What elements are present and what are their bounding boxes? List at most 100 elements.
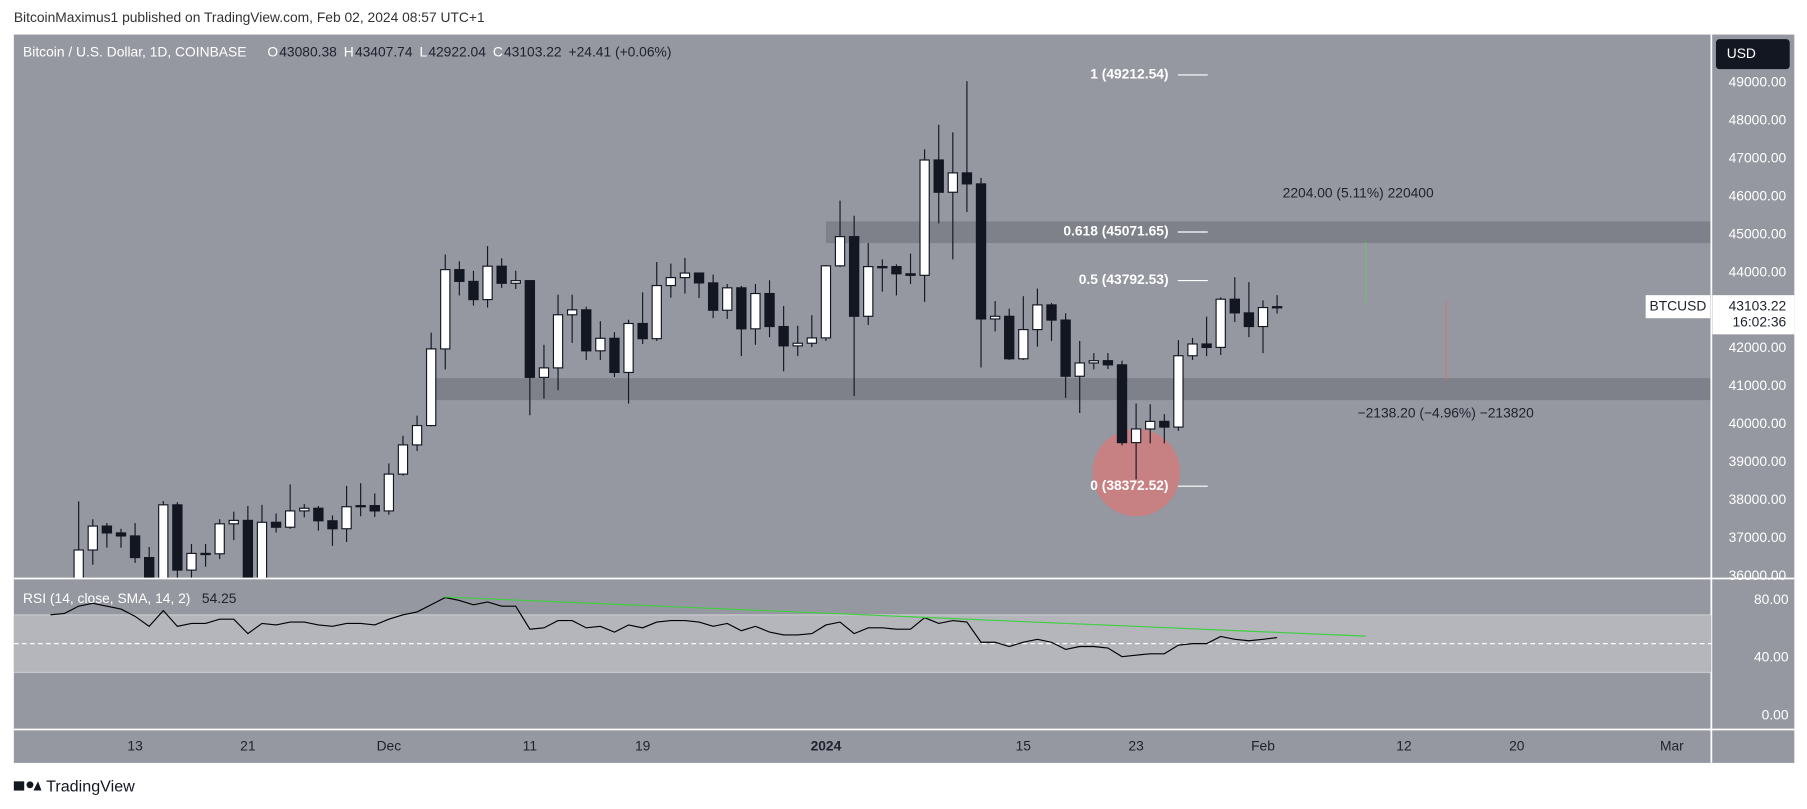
candle-body bbox=[722, 287, 733, 311]
candle-body bbox=[327, 520, 338, 530]
candle-body bbox=[397, 444, 409, 475]
candle-body bbox=[538, 367, 550, 378]
ohlc-key: H bbox=[344, 44, 354, 60]
y-tick-label: 39000.00 bbox=[1729, 453, 1787, 469]
candle-body bbox=[524, 280, 536, 378]
fib-level-label: 0 (38372.52) bbox=[1090, 477, 1168, 493]
x-tick-label: 20 bbox=[1509, 737, 1525, 753]
support-resistance-zone bbox=[431, 378, 1712, 401]
y-tick-label: 48000.00 bbox=[1729, 112, 1787, 128]
candle-body bbox=[510, 280, 521, 284]
candle-body bbox=[369, 505, 380, 512]
candle-body bbox=[482, 265, 493, 301]
candle-body bbox=[1243, 312, 1255, 328]
x-tick-label: 13 bbox=[127, 737, 143, 753]
candle-body bbox=[299, 507, 310, 512]
price-tag-countdown: 16:02:36 bbox=[1732, 313, 1786, 329]
x-tick-label: 11 bbox=[523, 737, 537, 753]
fib-level-label: 0.5 (43792.53) bbox=[1079, 271, 1169, 287]
y-tick-label: 38000.00 bbox=[1729, 491, 1787, 507]
y-tick-label: 42000.00 bbox=[1729, 339, 1787, 355]
fib-level-label: 0.618 (45071.65) bbox=[1063, 223, 1168, 239]
rsi-tick-label: 80.00 bbox=[1754, 591, 1789, 607]
candle-body bbox=[341, 506, 352, 530]
candle-body bbox=[1271, 306, 1283, 309]
candle-body bbox=[73, 549, 84, 579]
ohlc-value: 43103.22 bbox=[504, 44, 562, 60]
x-tick-label: Dec bbox=[377, 737, 402, 753]
rsi-trendline bbox=[443, 596, 1366, 637]
candle-body bbox=[115, 532, 127, 537]
candle-body bbox=[566, 309, 578, 316]
publisher-header: BitcoinMaximus1 published on TradingView… bbox=[14, 9, 485, 25]
y-tick-label: 36000.00 bbox=[1729, 567, 1787, 583]
rsi-last-value: 54.25 bbox=[202, 590, 237, 606]
candle-body bbox=[933, 159, 944, 193]
tradingview-logo bbox=[13, 781, 42, 791]
candle-body bbox=[1088, 360, 1099, 364]
candle-body bbox=[820, 265, 832, 339]
candle-body bbox=[256, 521, 268, 579]
candle-body bbox=[186, 552, 197, 571]
symbol-tag-label: BTCUSD bbox=[1650, 297, 1707, 313]
ohlc-key: C bbox=[493, 44, 503, 60]
candle-body bbox=[101, 525, 113, 534]
candle-body bbox=[87, 525, 98, 551]
candle-body bbox=[355, 505, 366, 508]
candle-body bbox=[792, 342, 803, 347]
price-tag bbox=[1712, 295, 1795, 335]
candle-body bbox=[1060, 319, 1071, 377]
y-tick-label: 47000.00 bbox=[1729, 150, 1787, 166]
rsi-tick-label: 40.00 bbox=[1754, 649, 1789, 665]
candle-body bbox=[200, 552, 211, 556]
candle-body bbox=[129, 535, 141, 559]
ohlc-value: 43080.38 bbox=[279, 44, 337, 60]
candle-body bbox=[1215, 298, 1226, 348]
candle-body bbox=[1201, 343, 1212, 348]
candle-body bbox=[158, 504, 169, 579]
x-tick-label: 21 bbox=[240, 737, 255, 753]
candle-body bbox=[665, 277, 677, 287]
y-tick-label: 49000.00 bbox=[1729, 74, 1787, 90]
y-tick-label: 45000.00 bbox=[1729, 225, 1787, 241]
candle-body bbox=[609, 337, 620, 374]
candle-body bbox=[750, 292, 761, 330]
ohlc-value: 43407.74 bbox=[355, 44, 413, 60]
candle-body bbox=[454, 269, 465, 282]
candle-body bbox=[1187, 343, 1198, 357]
candle-body bbox=[552, 314, 564, 369]
price-tag-value: 43103.22 bbox=[1729, 297, 1787, 313]
candle-body bbox=[496, 265, 507, 284]
fib-level-label: 1 (49212.54) bbox=[1090, 66, 1168, 82]
x-tick-label: Feb bbox=[1251, 737, 1275, 753]
candle-body bbox=[284, 510, 296, 528]
currency-label[interactable]: USD bbox=[1727, 45, 1756, 61]
y-tick-label: 37000.00 bbox=[1729, 529, 1787, 545]
candle-body bbox=[778, 325, 789, 347]
y-tick-label: 46000.00 bbox=[1729, 187, 1787, 203]
rsi-title: RSI (14, close, SMA, 14, 2) bbox=[23, 590, 190, 606]
candle-body bbox=[595, 337, 606, 352]
candle-body bbox=[313, 507, 324, 522]
candle-body bbox=[919, 159, 930, 276]
candle-body bbox=[623, 322, 634, 374]
candle-body bbox=[834, 236, 846, 267]
x-tick-label: 15 bbox=[1016, 737, 1032, 753]
rsi-tick-label: 0.00 bbox=[1762, 706, 1789, 722]
candle-body bbox=[1229, 298, 1240, 314]
candle-body bbox=[1130, 428, 1142, 444]
ohlc-value: 42922.04 bbox=[428, 44, 486, 60]
candle-body bbox=[693, 272, 705, 284]
candle-body bbox=[242, 519, 254, 579]
candle-body bbox=[425, 348, 437, 427]
ohlc-key: O bbox=[267, 44, 278, 60]
x-tick-label: 12 bbox=[1396, 737, 1411, 753]
rsi-line bbox=[50, 596, 1278, 658]
candle-body bbox=[1145, 420, 1156, 430]
currency-button[interactable] bbox=[1715, 39, 1790, 70]
candle-body bbox=[411, 424, 423, 446]
x-tick-label: 19 bbox=[635, 737, 651, 753]
support-resistance-zone bbox=[825, 221, 1712, 244]
candle-body bbox=[143, 556, 155, 579]
